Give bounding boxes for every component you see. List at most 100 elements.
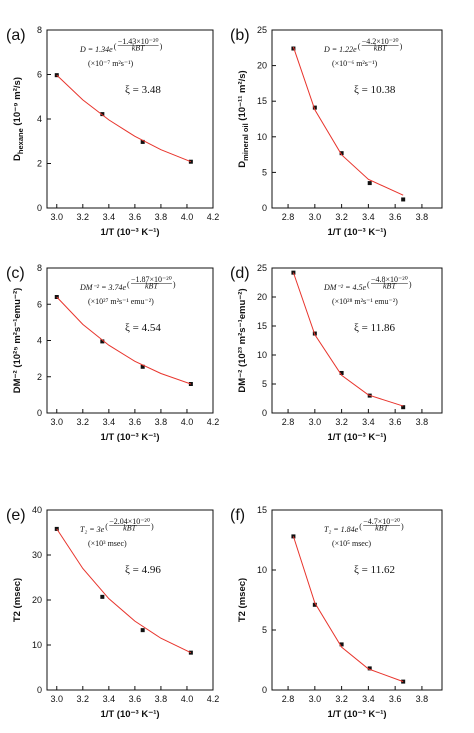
equation-paren: ) — [151, 522, 154, 531]
fit-curve — [56, 528, 192, 654]
panel: (e) 3.0 3.2 3.4 3.6 3.8 4.0 4.2 0 10 20 30 40 1/T (10… — [6, 505, 219, 720]
x-tick-label: 4.0 — [181, 212, 194, 222]
equation-prefix: DM⁻² = 3.74e — [79, 283, 126, 292]
equation-prefix: DM⁻² = 4.5e — [323, 283, 366, 292]
equation-paren: ( — [358, 42, 361, 51]
y-axis-label-main: D — [12, 154, 23, 161]
panel-label: (b) — [230, 27, 250, 44]
equation-prefix: T₂ = 1.84e — [324, 525, 359, 534]
equation-prefix: D = 1.22e — [323, 45, 357, 54]
y-tick-label: 6 — [37, 299, 42, 309]
x-tick-label: 3.0 — [51, 212, 64, 222]
x-tick-label: 2.8 — [282, 417, 295, 427]
y-tick-label: 4 — [37, 336, 42, 346]
x-tick-label: 3.4 — [103, 417, 116, 427]
y-tick-label: 30 — [32, 550, 42, 560]
panel: (c) 3.0 3.2 3.4 3.6 3.8 4.0 4.2 0 2 4 6 8 1/T (10⁻³ K… — [6, 263, 219, 443]
panel-label: (d) — [230, 265, 250, 282]
y-tick-label: 8 — [37, 25, 42, 35]
y-tick-label: 5 — [262, 625, 267, 635]
y-axis-label: Dmineral oil (10⁻¹¹ m²/s) — [237, 70, 250, 167]
y-tick-label: 40 — [32, 505, 42, 515]
data-point — [291, 270, 296, 275]
x-tick-label: 3.0 — [51, 417, 64, 427]
x-tick-label: 3.4 — [362, 694, 375, 704]
y-tick-label: 15 — [257, 321, 267, 331]
equation-paren: ( — [127, 280, 130, 289]
xi: ξ = 3.48 — [125, 84, 161, 96]
y-tick-label: 5 — [262, 379, 267, 389]
fit-curve — [56, 296, 192, 385]
x-tick-label: 3.4 — [362, 417, 375, 427]
x-tick-label: 4.2 — [207, 417, 220, 427]
equation-denominator: kBT — [375, 524, 388, 533]
x-tick-label: 3.6 — [389, 417, 402, 427]
y-axis-label-main: D — [237, 161, 248, 168]
x-tick-label: 3.2 — [77, 417, 90, 427]
y-tick-label: 20 — [257, 61, 267, 71]
fit-curve — [292, 46, 404, 196]
y-axis-label-sub: hexane — [16, 128, 25, 154]
x-tick-label: 2.8 — [282, 694, 295, 704]
equation-denominator: kBT — [145, 282, 158, 291]
y-tick-label: 0 — [262, 203, 267, 213]
panel-label: (a) — [6, 27, 26, 44]
data-point — [401, 679, 406, 684]
data-point — [367, 666, 372, 671]
y-tick-label: 0 — [37, 685, 42, 695]
y-tick-label: 10 — [257, 565, 267, 575]
units: (×10⁻⁷ m²s⁻¹) — [88, 59, 134, 68]
x-tick-label: 3.6 — [129, 212, 142, 222]
plot-frame — [46, 267, 214, 414]
x-tick-label: 4.2 — [207, 212, 220, 222]
y-tick-label: 5 — [262, 167, 267, 177]
y-tick-label: 8 — [37, 263, 42, 273]
plot-frame — [46, 509, 214, 691]
y-axis-label: T2 (msec) — [237, 578, 248, 622]
data-point — [100, 339, 105, 344]
plot-frame — [271, 509, 443, 691]
y-axis-label: DM⁻² (10²³ m²s⁻¹emu⁻²) — [237, 288, 248, 392]
x-tick-label: 3.2 — [77, 212, 90, 222]
x-tick-label: 3.2 — [335, 212, 348, 222]
panel-label: (f) — [230, 507, 245, 524]
equation-denominator: kBT — [123, 524, 136, 533]
data-point — [312, 105, 317, 110]
y-axis-label-main: T2 (msec) — [237, 578, 248, 622]
y-axis-label-main: DM⁻² (10²⁵ m²s⁻¹emu⁻²) — [12, 288, 23, 394]
x-axis-label: 1/T (10⁻³ K⁻¹) — [327, 709, 386, 720]
x-tick-label: 3.8 — [155, 694, 168, 704]
x-tick-label: 3.6 — [389, 212, 402, 222]
panel-label: (e) — [6, 507, 26, 524]
y-tick-label: 20 — [257, 292, 267, 302]
equation-paren: ) — [400, 42, 403, 51]
panel-label: (c) — [6, 265, 25, 282]
data-point — [140, 139, 145, 144]
x-tick-label: 3.8 — [416, 212, 429, 222]
equation-paren: ( — [105, 522, 108, 531]
xi: ξ = 11.62 — [354, 564, 395, 576]
y-axis-label-sub: mineral oil — [241, 123, 250, 161]
x-tick-label: 2.8 — [282, 212, 295, 222]
xi: ξ = 11.86 — [354, 322, 395, 334]
data-point — [100, 594, 105, 599]
x-tick-label: 4.0 — [181, 417, 194, 427]
xi: ξ = 4.54 — [125, 322, 161, 334]
fit-curve — [292, 536, 404, 683]
x-tick-label: 3.0 — [51, 694, 64, 704]
data-point — [339, 151, 344, 156]
equation-paren: ( — [367, 280, 370, 289]
y-tick-label: 2 — [37, 159, 42, 169]
data-point — [401, 405, 406, 410]
x-tick-label: 3.2 — [335, 694, 348, 704]
x-tick-label: 3.2 — [335, 417, 348, 427]
units: (×10²⁸ m²s⁻¹ emu⁻²) — [332, 297, 398, 306]
x-tick-label: 3.8 — [416, 417, 429, 427]
x-tick-label: 3.6 — [129, 694, 142, 704]
equation-paren: ( — [359, 522, 362, 531]
x-tick-label: 3.4 — [103, 694, 116, 704]
data-point — [291, 534, 296, 539]
y-tick-label: 15 — [257, 505, 267, 515]
y-tick-label: 10 — [257, 350, 267, 360]
